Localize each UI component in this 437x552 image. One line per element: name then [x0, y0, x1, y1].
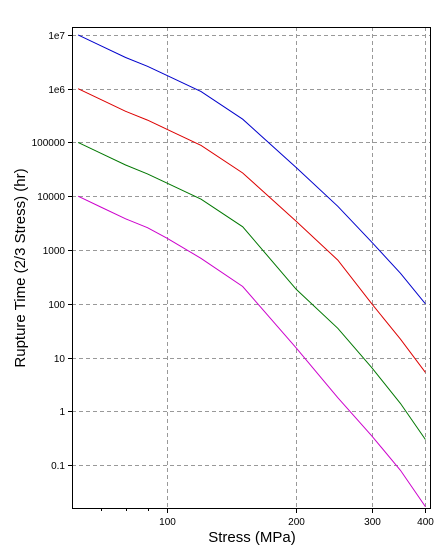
y-tick-label-3: 100 — [48, 300, 65, 311]
y-tick-label-5: 10000 — [37, 192, 65, 203]
y-tick-label-7: 1e6 — [48, 85, 65, 96]
series-line-4 — [77, 195, 426, 507]
y-tick-label-2: 10 — [54, 354, 66, 365]
x-axis-ticks: 100 200 300 400 — [101, 508, 434, 528]
x-tick-label-1: 200 — [288, 517, 305, 528]
y-tick-label-8: 1e7 — [48, 31, 65, 42]
y-axis-title: Rupture Time (2/3 Stress) (hr) — [12, 168, 29, 367]
grid — [72, 27, 430, 508]
x-axis-title: Stress (MPa) — [208, 529, 296, 546]
x-tick-label-3: 400 — [417, 517, 434, 528]
series-line-2 — [77, 88, 426, 373]
y-tick-label-6: 100000 — [32, 138, 66, 149]
plot-frame — [72, 27, 431, 509]
y-axis-ticks: 0.1 1 10 100 1000 10000 100000 1e6 1e7 — [32, 31, 72, 472]
x-tick-label-2: 300 — [364, 517, 381, 528]
y-tick-label-4: 1000 — [43, 246, 66, 257]
series-line-1 — [77, 34, 426, 305]
y-tick-label-0: 0.1 — [51, 461, 65, 472]
series-lines — [77, 34, 426, 507]
series-line-3 — [77, 141, 426, 440]
y-tick-label-1: 1 — [59, 407, 65, 418]
x-tick-label-0: 100 — [159, 517, 176, 528]
